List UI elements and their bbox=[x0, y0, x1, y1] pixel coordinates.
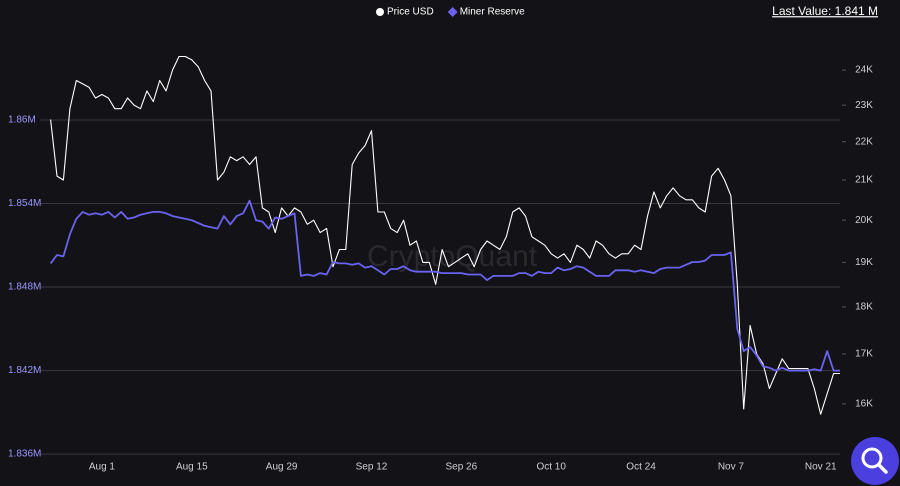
x-tick-label: Sep 26 bbox=[445, 462, 477, 473]
watermark: CryptoQuant bbox=[367, 240, 538, 273]
legend-swatch bbox=[376, 8, 384, 16]
series-line bbox=[50, 55, 840, 415]
x-tick-label: Nov 7 bbox=[718, 462, 745, 473]
y-tick-label: 1.842M bbox=[8, 365, 41, 376]
search-button[interactable] bbox=[851, 437, 899, 485]
y2-tick-label: 20K bbox=[855, 215, 873, 226]
x-tick-label: Aug 1 bbox=[89, 462, 116, 473]
y2-tick-label: 22K bbox=[855, 136, 873, 147]
y2-tick-label: 23K bbox=[855, 100, 873, 111]
search-icon-handle[interactable] bbox=[877, 463, 888, 474]
y2-tick-label: 24K bbox=[855, 65, 873, 76]
y-tick-label: 1.848M bbox=[8, 282, 41, 293]
last-value: Last Value: 1.841 M bbox=[772, 4, 878, 18]
x-tick-label: Oct 24 bbox=[626, 462, 656, 473]
y-tick-label: 1.86M bbox=[8, 115, 36, 126]
y2-tick-label: 16K bbox=[855, 398, 873, 409]
x-tick-label: Nov 21 bbox=[805, 462, 837, 473]
y2-tick-label: 19K bbox=[855, 257, 873, 268]
y-tick-label: 1.854M bbox=[8, 198, 41, 209]
legend-label: Miner Reserve bbox=[460, 7, 525, 18]
search-circle[interactable] bbox=[851, 437, 899, 485]
y2-tick-label: 18K bbox=[855, 302, 873, 313]
series-line bbox=[49, 199, 840, 372]
y-tick-label: 1.836M bbox=[8, 449, 41, 460]
search-icon[interactable] bbox=[861, 447, 883, 469]
x-tick-label: Sep 12 bbox=[356, 462, 388, 473]
x-tick-label: Aug 29 bbox=[266, 462, 298, 473]
y2-tick-label: 17K bbox=[855, 349, 873, 360]
x-tick-label: Aug 15 bbox=[176, 462, 208, 473]
legend-label: Price USD bbox=[387, 7, 434, 18]
x-tick-label: Oct 10 bbox=[536, 462, 566, 473]
y2-tick-label: 21K bbox=[855, 175, 873, 186]
